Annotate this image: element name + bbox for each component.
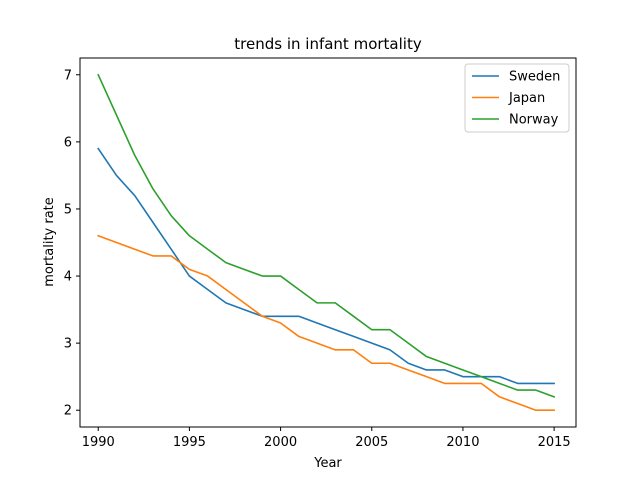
legend-label-japan: Japan (508, 91, 545, 106)
y-tick-label: 2 (64, 404, 72, 419)
series-line-norway (97, 73, 556, 398)
series-line-sweden (97, 147, 555, 385)
legend-items: Sweden Japan Norway (472, 70, 560, 128)
y-tick-label: 4 (64, 270, 72, 285)
y-tick-label: 7 (64, 68, 72, 83)
legend-box (464, 63, 570, 133)
y-tick-label: 3 (64, 337, 72, 352)
legend-label-sweden: Sweden (509, 70, 560, 85)
y-axis-ticks: 2 3 4 5 6 7 (64, 68, 80, 419)
x-axis-label: Year (313, 456, 342, 471)
y-axis-label: mortality rate (42, 197, 57, 287)
x-tick-label: 2000 (264, 435, 297, 450)
legend-label-norway: Norway (509, 113, 559, 128)
x-tick-label: 1995 (173, 435, 206, 450)
plot-lines (97, 73, 556, 412)
y-tick-label: 6 (64, 135, 72, 150)
plot-frame (79, 57, 577, 428)
x-axis-ticks: 1990 1995 2000 2005 2010 2015 (82, 427, 571, 450)
series-line-japan (97, 234, 555, 412)
x-tick-label: 2010 (446, 435, 479, 450)
x-tick-label: 2005 (355, 435, 388, 450)
chart-title: trends in infant mortality (234, 35, 422, 53)
x-tick-label: 2015 (538, 435, 571, 450)
y-tick-label: 5 (64, 202, 72, 217)
legend: Sweden Japan Norway (464, 63, 570, 133)
x-tick-label: 1990 (82, 435, 115, 450)
